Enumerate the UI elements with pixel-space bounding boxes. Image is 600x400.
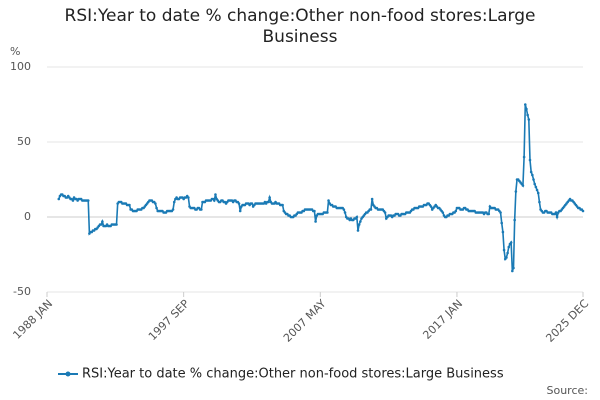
data-point	[529, 170, 533, 174]
data-point	[555, 215, 559, 219]
data-point	[238, 209, 242, 213]
data-point	[506, 251, 509, 255]
data-point	[509, 241, 513, 244]
data-point	[441, 211, 445, 214]
data-point	[507, 245, 511, 249]
y-axis-label: %	[10, 45, 20, 58]
y-tick-label: 50	[17, 135, 31, 148]
data-point	[454, 209, 458, 213]
x-tick-label: 1997 SEP	[146, 297, 192, 343]
data-point	[535, 188, 539, 192]
y-tick-label: 100	[10, 60, 31, 73]
data-point	[522, 155, 526, 159]
legend-label: RSI:Year to date % change:Other non-food…	[82, 367, 504, 382]
data-point	[370, 197, 374, 201]
data-point	[99, 223, 103, 226]
data-point	[115, 223, 118, 226]
data-point	[525, 107, 528, 111]
data-point	[212, 199, 216, 202]
data-point	[528, 158, 532, 162]
data-point	[501, 230, 505, 234]
data-point	[128, 203, 131, 207]
data-point	[313, 209, 316, 213]
data-point	[172, 200, 176, 204]
data-point	[527, 118, 531, 121]
data-point	[154, 202, 157, 205]
legend-marker	[65, 371, 71, 377]
data-point	[200, 208, 203, 211]
data-point	[101, 220, 104, 223]
data-point	[327, 199, 330, 202]
data-point	[526, 113, 529, 117]
data-point	[487, 212, 491, 216]
data-point	[383, 211, 387, 214]
data-point	[513, 218, 516, 222]
chart-title: RSI:Year to date % change:Other non-food…	[64, 6, 536, 47]
x-tick-label: 1988 JAN	[10, 297, 55, 342]
data-point	[511, 269, 514, 273]
data-point	[536, 191, 540, 195]
data-point	[187, 196, 190, 199]
data-point	[369, 208, 373, 211]
data-point	[356, 229, 360, 232]
data-point	[86, 199, 90, 202]
data-point	[267, 200, 270, 204]
data-point	[502, 248, 506, 252]
data-point	[534, 185, 538, 189]
data-point	[499, 211, 502, 214]
data-point	[533, 182, 537, 186]
data-point	[281, 203, 284, 207]
data-point	[155, 206, 158, 210]
data-point	[57, 197, 61, 201]
data-point	[357, 223, 361, 226]
data-point	[268, 196, 271, 199]
data-point	[71, 199, 75, 202]
x-tick-label: 2017 JAN	[420, 297, 465, 342]
source: Source:	[547, 384, 589, 397]
data-point	[250, 202, 254, 205]
data-point	[554, 211, 558, 214]
y-tick-label: -50	[13, 285, 31, 298]
data-point	[342, 208, 346, 211]
data-point	[531, 173, 534, 177]
y-tick-label: 0	[24, 210, 31, 223]
data-point	[581, 209, 585, 213]
x-tick-label: 2025 DEC	[543, 297, 591, 345]
data-point	[538, 200, 541, 204]
data-point	[355, 215, 359, 219]
data-point	[500, 221, 504, 225]
data-point	[214, 193, 217, 196]
data-point	[359, 220, 362, 223]
data-point	[521, 184, 525, 187]
data-point	[314, 220, 317, 223]
data-point	[326, 211, 329, 214]
data-point	[532, 178, 535, 181]
data-point	[514, 190, 518, 193]
data-point	[343, 211, 347, 214]
series-line	[58, 104, 584, 272]
x-tick-label: 2007 MAY	[281, 297, 329, 345]
data-point	[505, 256, 508, 259]
data-point	[429, 205, 433, 208]
data-point	[523, 103, 527, 106]
data-point	[171, 208, 175, 211]
data-point	[512, 266, 515, 270]
data-point	[237, 202, 241, 205]
